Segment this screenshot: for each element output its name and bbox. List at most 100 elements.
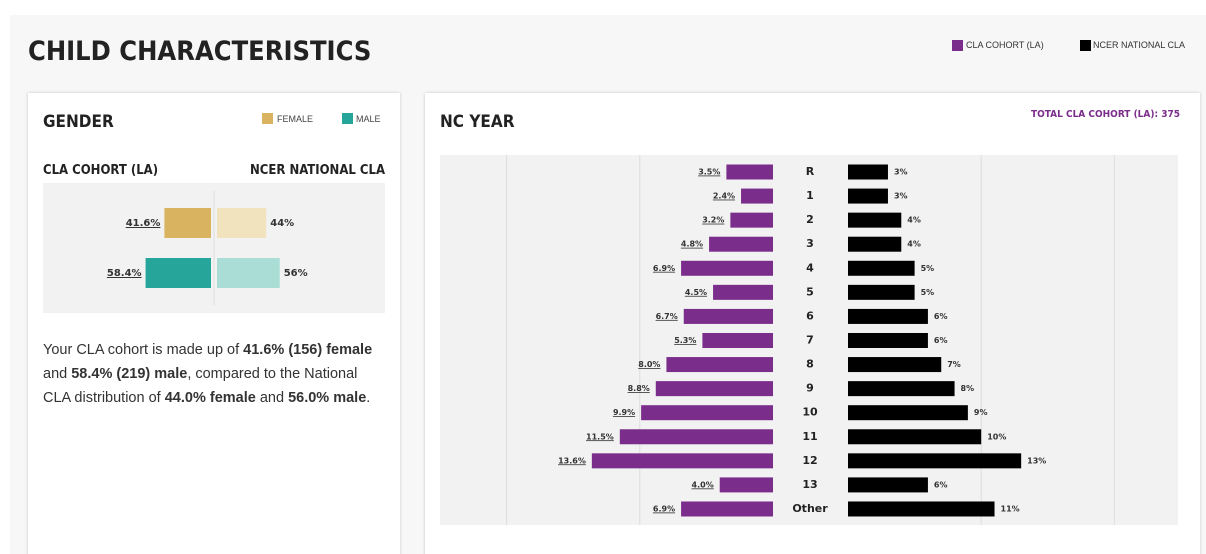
bar xyxy=(848,188,888,204)
bar xyxy=(848,212,902,228)
value-label: 4.0% xyxy=(692,480,714,489)
value-label: 7% xyxy=(947,360,961,369)
category-label: 13 xyxy=(802,478,817,491)
card-title: NC YEAR xyxy=(440,112,515,132)
legend-swatch xyxy=(1080,40,1091,51)
summary-part: , compared to the National CLA distribut… xyxy=(43,366,358,406)
gender-chart: 41.6% 44% 58.4% 56% xyxy=(43,183,385,313)
value-label: 10% xyxy=(987,432,1006,441)
category-label: 3 xyxy=(806,237,814,250)
value-label: 9% xyxy=(974,408,988,417)
bar xyxy=(709,236,773,252)
value-label: 13.6% xyxy=(558,456,586,465)
bar xyxy=(848,429,982,445)
value-label: 56% xyxy=(284,268,308,279)
value-label: 13% xyxy=(1027,456,1046,465)
gender-card xyxy=(28,93,400,554)
summary-part: 41.6% (156) female xyxy=(243,342,373,358)
category-label: 2 xyxy=(806,213,814,226)
legend-label: CLA COHORT (LA) xyxy=(966,40,1044,50)
bar xyxy=(217,258,280,288)
value-label: 6% xyxy=(934,480,948,489)
bar xyxy=(683,308,773,324)
value-label: 4.5% xyxy=(685,288,707,297)
summary-part: . xyxy=(366,390,371,406)
value-label: 5.3% xyxy=(674,336,696,345)
value-label: 3% xyxy=(894,168,908,177)
summary-part: 44.0% female xyxy=(164,390,256,406)
value-label: 4.8% xyxy=(681,240,703,249)
bar xyxy=(726,164,773,180)
bar xyxy=(741,188,773,204)
bar xyxy=(730,212,773,228)
category-label: 9 xyxy=(806,382,814,395)
summary-part: Your CLA cohort is made up of xyxy=(43,342,244,358)
value-label: 44% xyxy=(270,218,294,229)
category-label: 5 xyxy=(806,285,814,298)
summary-part: and xyxy=(43,366,72,382)
bar xyxy=(848,405,968,421)
value-label: 3.2% xyxy=(702,216,724,225)
value-label: 4% xyxy=(907,216,921,225)
value-label: 11.5% xyxy=(586,432,614,441)
value-label: 9.9% xyxy=(613,408,635,417)
bar xyxy=(848,260,915,276)
bar xyxy=(666,357,773,373)
series-header: NCER NATIONAL CLA xyxy=(250,163,385,178)
nc-year-chart: R 3.5% 3% 1 2.4% 3% 2 3.2% 4% 3 4.8% 4% 4 6.9% 5% 5 4.5%… xyxy=(440,155,1178,525)
value-label: 11% xyxy=(1001,504,1020,513)
category-label: 11 xyxy=(802,430,817,443)
value-label: 8% xyxy=(961,384,975,393)
value-label: 5% xyxy=(921,264,935,273)
category-label: 6 xyxy=(806,309,814,322)
value-label: 6.9% xyxy=(653,504,675,513)
legend-label: FEMALE xyxy=(277,114,314,124)
bar xyxy=(848,381,955,397)
bar xyxy=(848,477,928,493)
summary-text: Your CLA cohort is made up of 41.6% (156… xyxy=(43,338,388,410)
page-title: CHILD CHARACTERISTICS xyxy=(28,36,372,67)
value-label: 4% xyxy=(907,240,921,249)
card-title: GENDER xyxy=(43,112,114,132)
category-label: 4 xyxy=(806,261,814,274)
bar xyxy=(848,332,928,348)
summary-part: 56.0% male xyxy=(288,390,367,406)
category-label: 12 xyxy=(802,454,817,467)
bar xyxy=(591,453,773,469)
bar xyxy=(848,308,928,324)
summary-part: 58.4% (219) male xyxy=(71,366,188,382)
bar xyxy=(619,429,773,445)
bar xyxy=(848,164,888,180)
category-label: 1 xyxy=(806,189,814,202)
bar xyxy=(848,236,902,252)
value-label: 6.7% xyxy=(656,312,678,321)
category-label: 7 xyxy=(806,333,814,346)
value-label: 41.6% xyxy=(126,218,161,229)
legend-swatch xyxy=(262,113,273,124)
legend-swatch xyxy=(952,40,963,51)
category-label: R xyxy=(806,165,815,178)
value-label: 6% xyxy=(934,336,948,345)
value-label: 8.0% xyxy=(638,360,660,369)
category-label: Other xyxy=(792,502,828,515)
bar xyxy=(848,453,1022,469)
value-label: 3% xyxy=(894,192,908,201)
total-label: TOTAL CLA COHORT (LA): 375 xyxy=(1031,109,1180,120)
value-label: 6% xyxy=(934,312,948,321)
bar xyxy=(164,208,211,238)
bar xyxy=(681,501,773,517)
category-label: 10 xyxy=(802,406,818,419)
legend-swatch xyxy=(342,113,353,124)
bar xyxy=(217,208,267,238)
value-label: 58.4% xyxy=(107,268,142,279)
summary-part: and xyxy=(255,390,289,406)
value-label: 6.9% xyxy=(653,264,675,273)
bar xyxy=(655,381,773,397)
bar xyxy=(145,258,211,288)
chart-bg xyxy=(440,155,1178,525)
bar xyxy=(848,357,942,373)
bar xyxy=(713,284,773,300)
value-label: 2.4% xyxy=(713,192,735,201)
bar xyxy=(848,501,995,517)
